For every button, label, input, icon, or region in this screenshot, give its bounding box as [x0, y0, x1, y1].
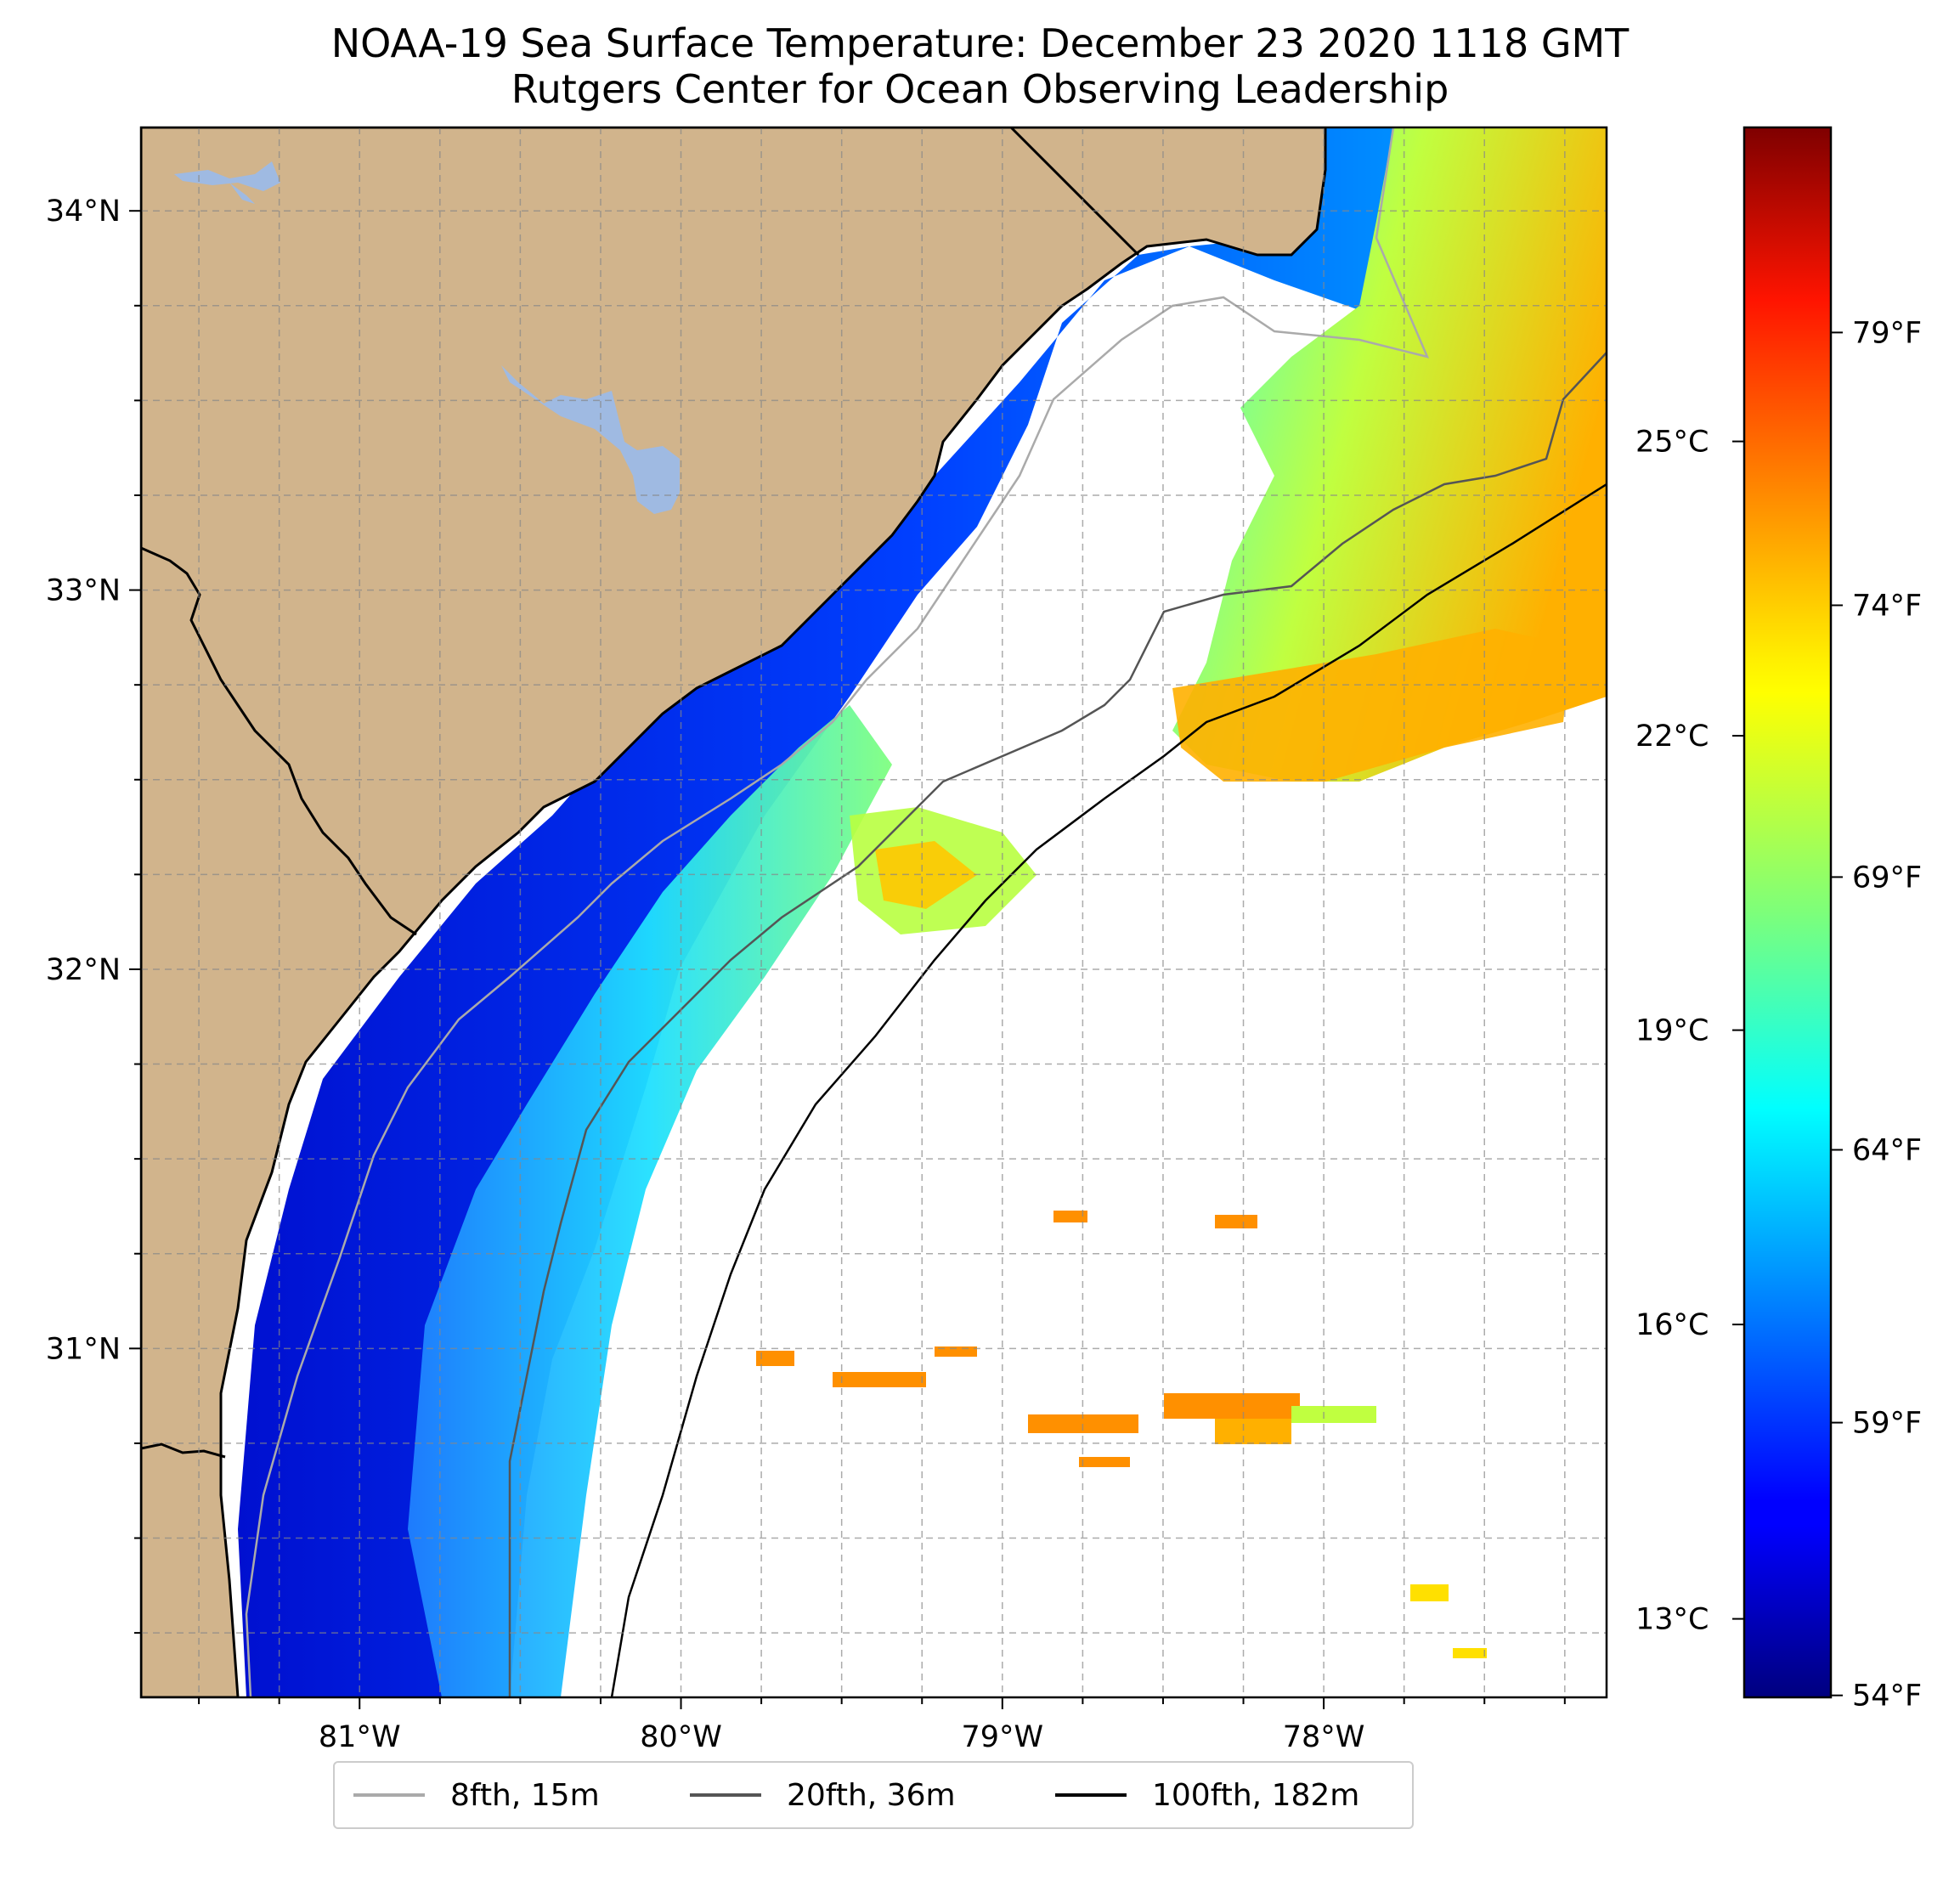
legend-label-8fth: 8fth, 15m [450, 1777, 600, 1813]
colorbar-fahrenheit-ticks: 54°F 59°F 64°F 69°F 74°F 79°F [1831, 316, 1922, 1713]
colorbar-celsius-label: 19°C [1635, 1014, 1709, 1048]
colorbar-celsius-ticks: 13°C 16°C 19°C 22°C 25°C [1635, 426, 1744, 1637]
isobath-20fth [508, 352, 1607, 1697]
x-tick-label: 78°W [1283, 1720, 1365, 1754]
legend-item-20fth: 20fth, 36m [690, 1775, 956, 1815]
map-plot-area [141, 127, 1607, 1697]
y-tick-label: 31°N [46, 1332, 121, 1366]
colorbar-celsius-label: 25°C [1635, 426, 1709, 460]
colorbar-fahrenheit-label: 74°F [1852, 589, 1922, 623]
sst-midshelf [408, 705, 892, 1697]
y-tick-label: 32°N [46, 953, 121, 987]
map-frame [139, 126, 1608, 1699]
isobath-8fth [245, 127, 1430, 1697]
colorbar-fahrenheit-label: 69°F [1852, 861, 1922, 895]
x-tick-label: 80°W [640, 1720, 722, 1754]
colorbar-fahrenheit-label: 64°F [1852, 1134, 1922, 1168]
isobath-legend: 8fth, 15m 20fth, 36m 100fth, 182m [333, 1761, 1414, 1829]
isobath-100fth [610, 483, 1607, 1697]
x-tick-label: 81°W [319, 1720, 401, 1754]
sst-offshore-warm-patch [1172, 629, 1572, 782]
x-tick-label: 79°W [961, 1720, 1043, 1754]
colorbar-celsius-label: 22°C [1635, 720, 1709, 754]
colorbar-fahrenheit-label: 59°F [1852, 1407, 1922, 1441]
y-tick-label: 33°N [46, 574, 121, 608]
legend-swatch-20fth [690, 1793, 761, 1797]
colorbar-fahrenheit-label: 79°F [1852, 316, 1922, 350]
sst-northeast-warm [1172, 127, 1607, 782]
colorbar-fahrenheit-label: 54°F [1852, 1680, 1922, 1713]
legend-item-8fth: 8fth, 15m [353, 1775, 600, 1815]
legend-swatch-100fth [1055, 1793, 1127, 1797]
map-title: NOAA-19 Sea Surface Temperature: Decembe… [330, 20, 1630, 66]
gridlines [141, 127, 1607, 1697]
land [141, 127, 1327, 1697]
y-axis-ticks: 34°N 33°N 32°N 31°N [46, 195, 141, 1634]
map-subtitle: Rutgers Center for Ocean Observing Leade… [511, 66, 1449, 112]
legend-item-100fth: 100fth, 182m [1055, 1775, 1359, 1815]
lakes [174, 161, 680, 514]
legend-label-100fth: 100fth, 182m [1152, 1777, 1360, 1813]
colorbar [1743, 126, 1833, 1699]
colorbar-celsius-label: 16°C [1635, 1308, 1709, 1342]
x-axis-ticks: 81°W 80°W 79°W 78°W [198, 1697, 1566, 1754]
legend-swatch-8fth [353, 1793, 425, 1797]
colorbar-celsius-label: 13°C [1635, 1603, 1709, 1637]
y-tick-label: 34°N [46, 195, 121, 229]
legend-label-20fth: 20fth, 36m [787, 1777, 956, 1813]
land-borders [141, 127, 1140, 1459]
